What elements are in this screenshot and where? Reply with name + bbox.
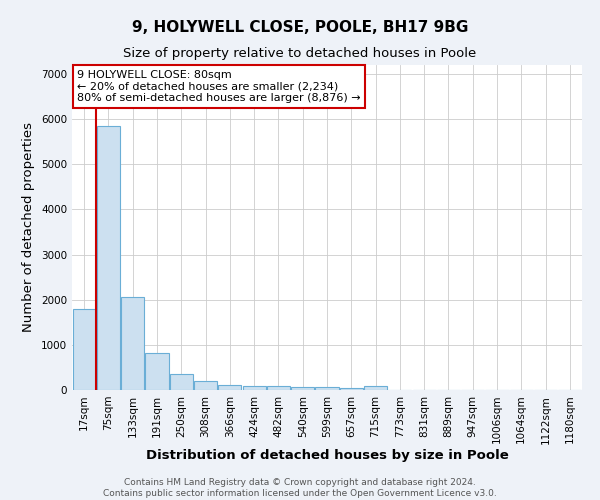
- Bar: [267, 386, 290, 390]
- Text: 9, HOLYWELL CLOSE, POOLE, BH17 9BG: 9, HOLYWELL CLOSE, POOLE, BH17 9BG: [132, 20, 468, 35]
- Bar: [364, 386, 387, 390]
- Bar: [316, 388, 338, 390]
- Bar: [121, 297, 144, 390]
- Bar: [170, 374, 193, 390]
- X-axis label: Distribution of detached houses by size in Poole: Distribution of detached houses by size …: [146, 449, 508, 462]
- Bar: [73, 308, 95, 390]
- Bar: [340, 388, 363, 390]
- Text: Contains HM Land Registry data © Crown copyright and database right 2024.
Contai: Contains HM Land Registry data © Crown c…: [103, 478, 497, 498]
- Bar: [291, 387, 314, 390]
- Text: 9 HOLYWELL CLOSE: 80sqm
← 20% of detached houses are smaller (2,234)
80% of semi: 9 HOLYWELL CLOSE: 80sqm ← 20% of detache…: [77, 70, 361, 103]
- Bar: [97, 126, 120, 390]
- Bar: [218, 385, 241, 390]
- Bar: [145, 353, 169, 390]
- Bar: [242, 386, 266, 390]
- Bar: [194, 380, 217, 390]
- Y-axis label: Number of detached properties: Number of detached properties: [22, 122, 35, 332]
- Text: Size of property relative to detached houses in Poole: Size of property relative to detached ho…: [124, 48, 476, 60]
